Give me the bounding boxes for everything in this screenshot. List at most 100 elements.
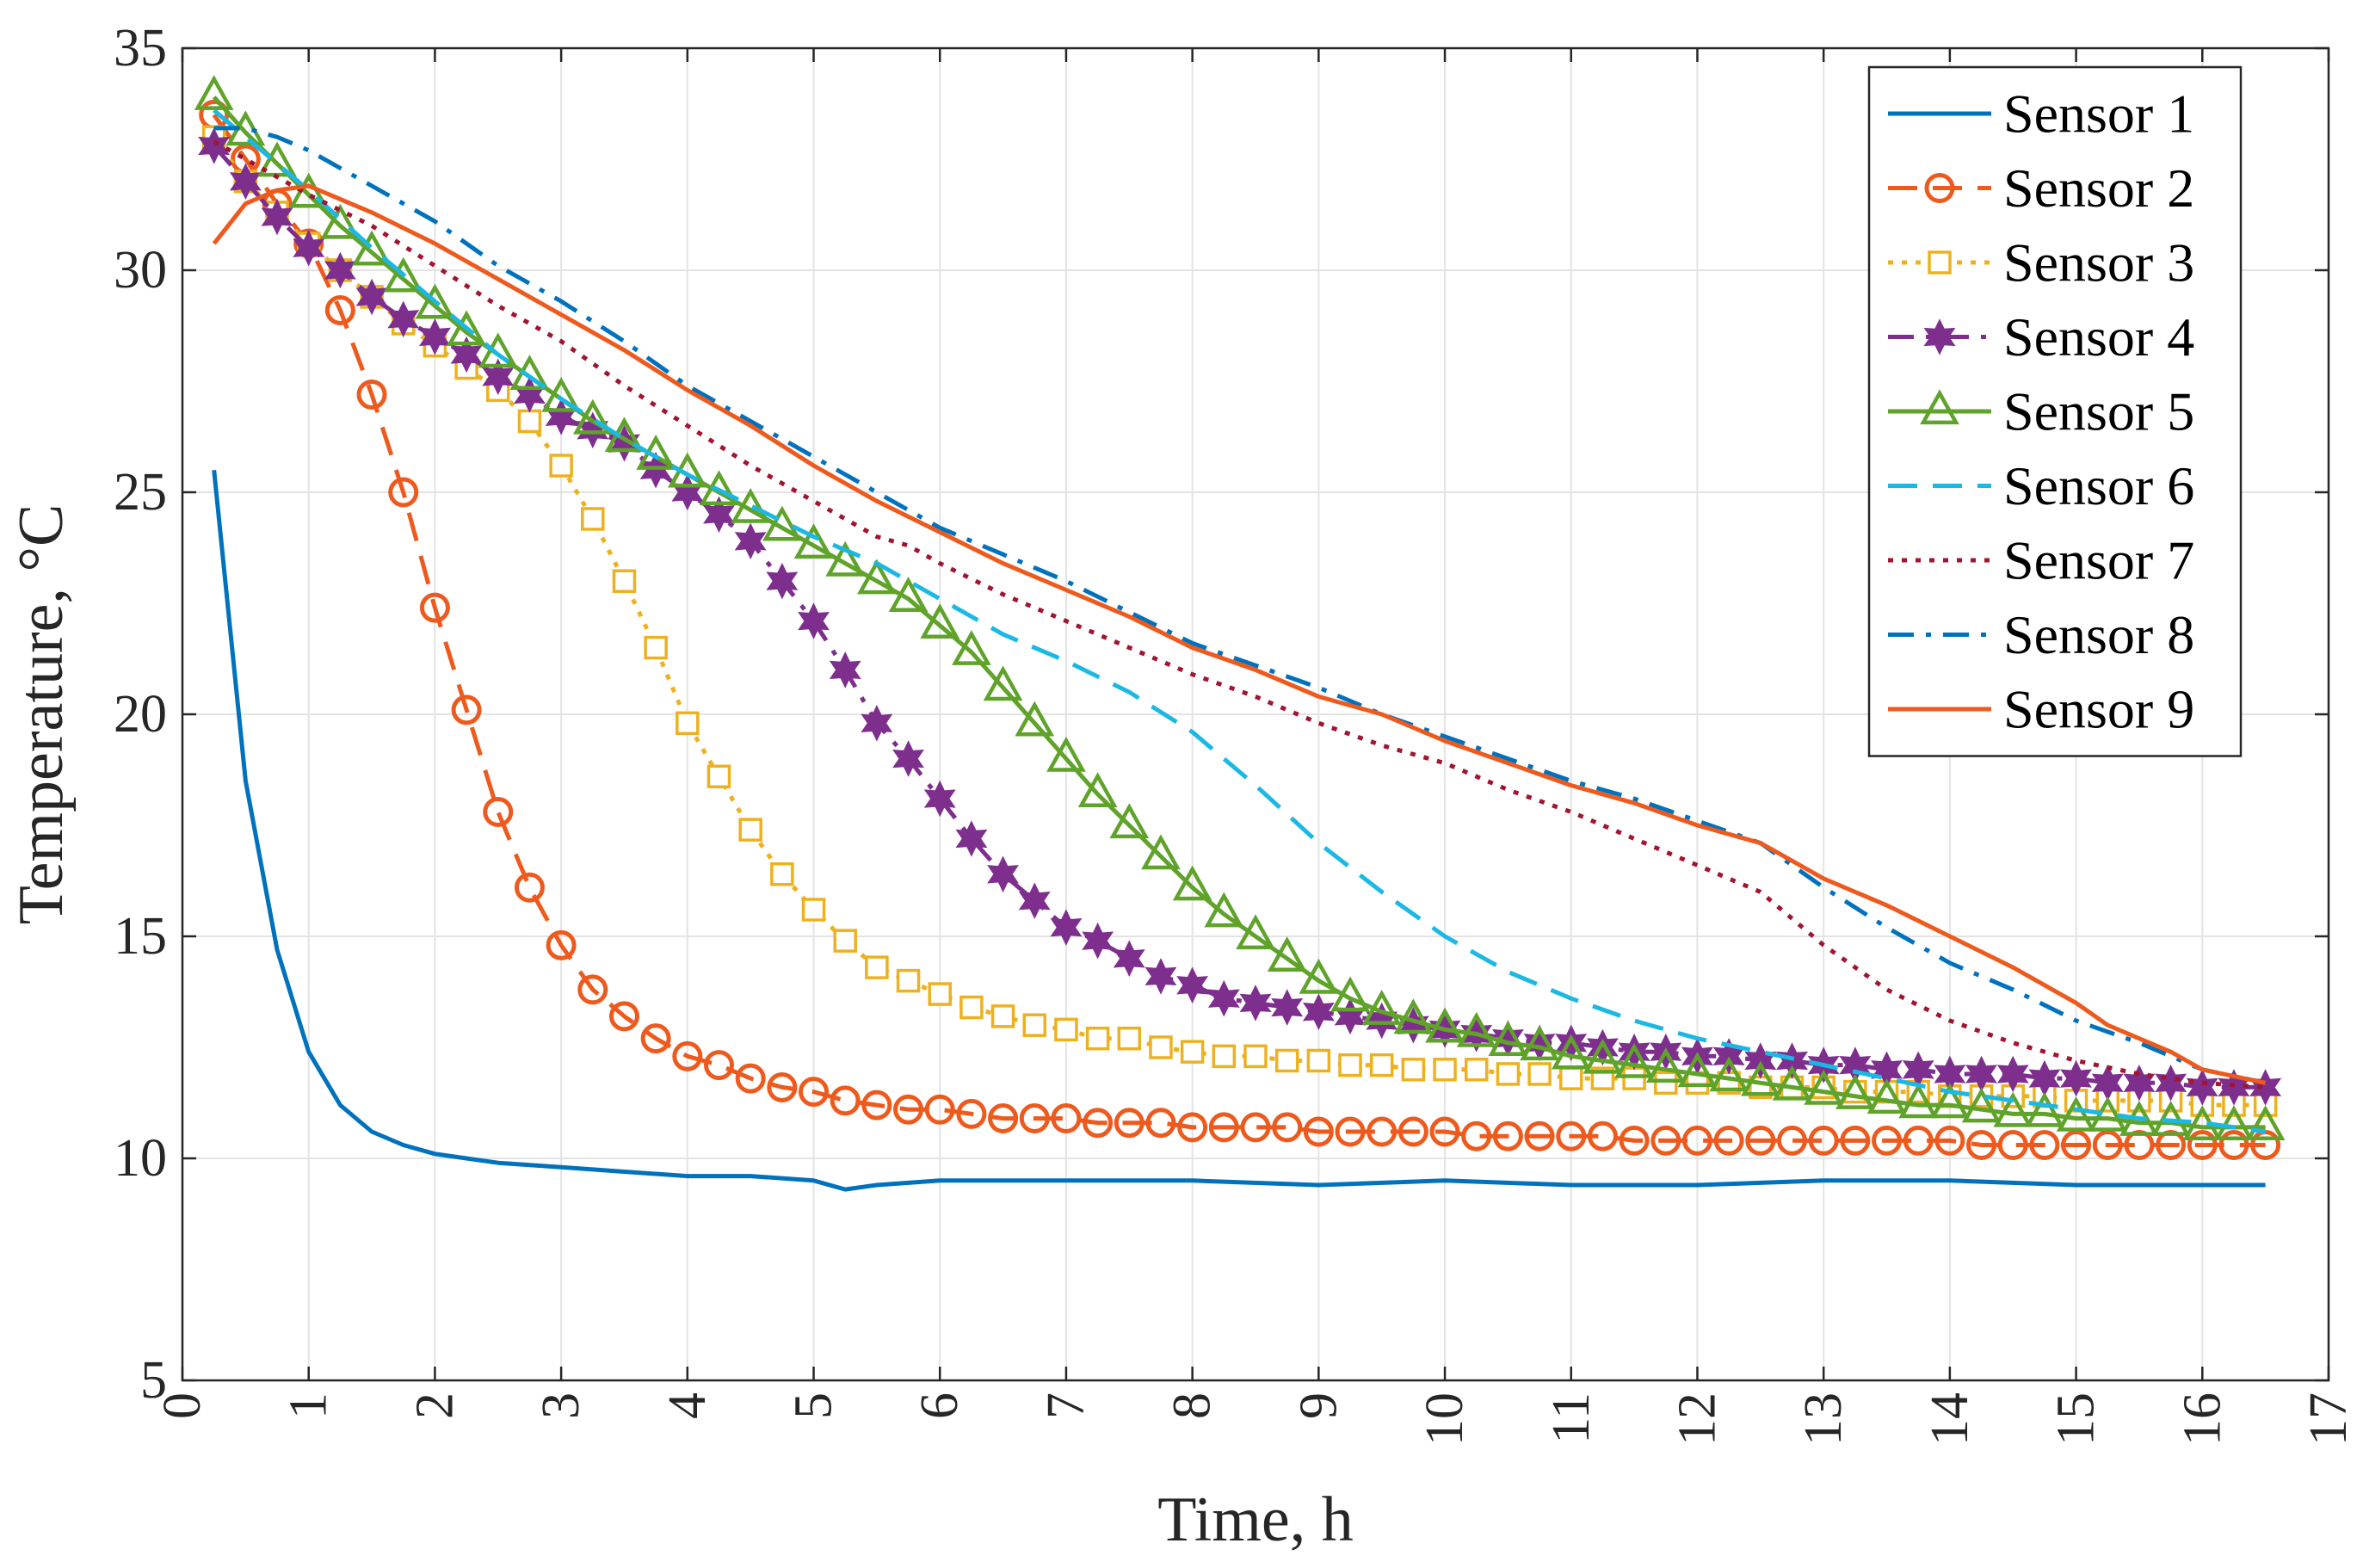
data-point <box>352 230 392 266</box>
series-line <box>212 183 2267 1085</box>
series-9 <box>212 183 2267 1085</box>
x-tick-label: 15 <box>2047 1392 2106 1446</box>
data-point <box>924 1094 955 1125</box>
x-axis-title: Time, h <box>1157 1485 1354 1555</box>
data-point <box>388 477 419 508</box>
data-point <box>959 995 984 1020</box>
data-point <box>865 955 889 979</box>
data-point <box>1109 803 1150 839</box>
data-point <box>194 75 234 110</box>
data-point <box>734 522 767 560</box>
legend-item-4: Sensor 4 <box>1888 306 2194 367</box>
legend-marker <box>1928 250 1952 275</box>
data-point <box>612 569 637 593</box>
data-point <box>1650 1125 1681 1156</box>
data-point <box>1619 1125 1650 1156</box>
data-point <box>928 982 952 1006</box>
data-point <box>517 409 542 434</box>
data-point <box>1777 1125 1807 1156</box>
data-point <box>2187 1130 2218 1161</box>
series-line <box>212 469 2266 1192</box>
data-point <box>1243 1044 1268 1069</box>
data-point <box>450 336 483 373</box>
data-point <box>1934 1125 1965 1156</box>
data-point <box>861 1090 892 1120</box>
legend-marker <box>1923 318 1956 355</box>
data-point <box>2245 1105 2286 1141</box>
data-point <box>1180 1040 1205 1064</box>
data-point <box>1077 772 1118 808</box>
data-point <box>706 764 731 788</box>
data-point <box>990 1004 1015 1028</box>
data-point <box>987 855 1019 893</box>
data-point <box>1239 985 1272 1022</box>
data-point <box>293 229 325 267</box>
data-point <box>1583 1038 1623 1074</box>
x-tick-label: 5 <box>785 1392 843 1419</box>
legend-item-7: Sensor 7 <box>1888 530 2194 591</box>
data-point <box>861 704 893 742</box>
data-point <box>2025 1091 2064 1127</box>
data-point <box>1271 989 1304 1026</box>
data-point <box>514 872 545 903</box>
legend-marker <box>1920 389 1959 425</box>
data-point <box>1018 882 1051 919</box>
data-point <box>1114 1108 1144 1139</box>
data-point <box>799 1077 830 1108</box>
data-point <box>1808 1125 1839 1156</box>
data-point <box>1145 1108 1176 1139</box>
data-point <box>1993 1091 2033 1127</box>
data-point <box>1172 865 1212 901</box>
legend-label: Sensor 3 <box>2003 232 2194 293</box>
data-point <box>1496 1062 1521 1086</box>
data-point <box>1366 1002 1398 1040</box>
data-point <box>1456 1011 1496 1047</box>
data-point <box>1085 1026 1110 1051</box>
data-point <box>1299 958 1339 994</box>
data-point <box>704 1050 734 1081</box>
data-point <box>419 318 451 355</box>
data-point <box>1524 1120 1555 1151</box>
x-tick-label: 7 <box>1037 1392 1095 1419</box>
data-point <box>770 862 794 886</box>
data-point <box>1082 922 1114 960</box>
data-point <box>1083 1108 1114 1139</box>
data-point <box>1117 1026 1142 1051</box>
data-point <box>1149 1035 1173 1059</box>
legend-label: Sensor 1 <box>2003 83 2194 145</box>
data-point <box>955 820 988 857</box>
data-point <box>1397 1116 1428 1147</box>
x-tick-label: 16 <box>2173 1392 2231 1446</box>
data-point <box>952 630 991 665</box>
data-point <box>703 496 735 534</box>
data-point <box>1141 834 1181 870</box>
legend-item-5: Sensor 5 <box>1888 381 2194 442</box>
series-line <box>213 126 2267 1085</box>
data-point <box>1997 1130 2028 1161</box>
x-tick-label: 4 <box>658 1392 717 1419</box>
data-point <box>1866 1078 1907 1114</box>
data-point <box>1645 1047 1686 1083</box>
legend-item-3: Sensor 3 <box>1888 232 2194 293</box>
data-point <box>1240 1112 1271 1143</box>
series-line <box>213 139 2266 1090</box>
legend-item-6: Sensor 6 <box>1888 455 2194 516</box>
x-tick-label: 11 <box>1542 1392 1601 1444</box>
x-tick-label: 9 <box>1289 1392 1348 1419</box>
y-tick-label: 5 <box>140 1351 167 1410</box>
data-point <box>767 1071 798 1102</box>
data-point <box>888 577 929 613</box>
data-point <box>1559 1066 1583 1090</box>
data-point <box>1176 966 1209 1004</box>
x-tick-label: 13 <box>1794 1392 1853 1446</box>
data-point <box>1835 1074 1875 1109</box>
data-point <box>1369 1053 1394 1077</box>
legend-label: Sensor 5 <box>2003 381 2194 442</box>
data-point <box>383 256 423 293</box>
data-point <box>1330 976 1370 1012</box>
data-point <box>546 929 577 960</box>
data-point <box>829 651 861 688</box>
data-point <box>1401 1058 1426 1082</box>
